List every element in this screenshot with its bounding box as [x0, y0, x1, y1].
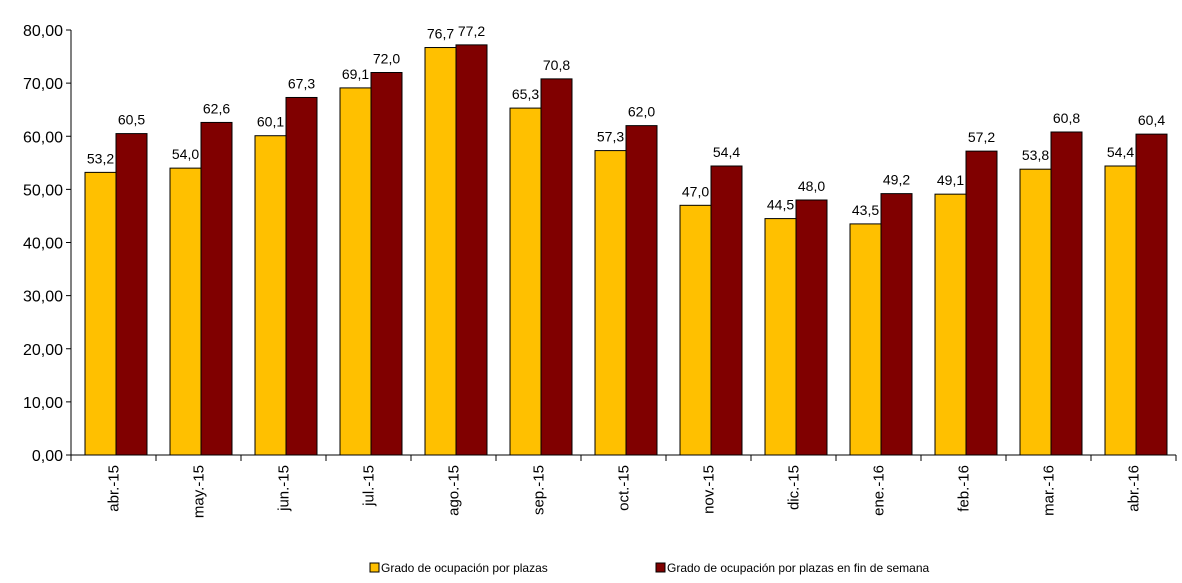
x-tick-label: feb.-16 [956, 465, 973, 512]
x-tick-label: jun.-15 [276, 465, 293, 512]
bar [169, 167, 202, 456]
x-tick-label: ene.-16 [871, 465, 888, 516]
x-axis: abr.-15 may.-15 jun.-15 jul.-15 ago.-15 sep.-… [70, 454, 1177, 518]
bar [934, 193, 967, 456]
bar [849, 223, 882, 456]
x-tick-label: dic.-15 [786, 465, 803, 510]
bar [84, 171, 117, 456]
bar-value-label: 60,1 [257, 114, 284, 130]
bar-value-label: 53,8 [1022, 147, 1049, 163]
x-tick-label: mar.-16 [1041, 465, 1058, 516]
bar [1050, 131, 1083, 456]
x-tick-label: abr.-15 [106, 465, 123, 512]
bar-value-label: 49,2 [883, 172, 910, 188]
bar-value-label: 53,2 [87, 150, 114, 166]
bar [254, 135, 287, 456]
bar-value-label: 60,5 [118, 112, 145, 128]
bar-value-label: 54,0 [172, 146, 199, 162]
bar-value-label: 67,3 [288, 75, 315, 91]
bar [795, 199, 828, 456]
bar [880, 193, 913, 456]
bar-value-label: 43,5 [852, 202, 879, 218]
bar [339, 87, 372, 456]
bar-value-label: 57,2 [968, 129, 995, 145]
bar [679, 204, 712, 456]
bar-value-label: 47,0 [682, 183, 709, 199]
bar [540, 78, 573, 456]
x-tick-label: jul.-15 [361, 465, 378, 507]
bar [424, 47, 457, 456]
bars-group [84, 44, 1168, 456]
bar-value-label: 70,8 [543, 57, 570, 73]
bar-value-label: 72,0 [373, 51, 400, 67]
bar [200, 121, 233, 456]
bar-value-label: 54,4 [713, 144, 740, 160]
bar [509, 107, 542, 456]
bar [764, 218, 797, 456]
y-tick-label: 50,00 [23, 182, 63, 199]
bar-value-label: 65,3 [512, 86, 539, 102]
bar-value-label: 57,3 [597, 129, 624, 145]
legend-swatch [655, 562, 666, 573]
y-tick-label: 60,00 [23, 129, 63, 146]
bar-value-label: 62,6 [203, 100, 230, 116]
bar-value-label: 62,0 [628, 104, 655, 120]
y-tick-label: 20,00 [23, 342, 63, 359]
y-tick-label: 10,00 [23, 395, 63, 412]
x-tick-label: may.-15 [191, 465, 208, 518]
bar [455, 44, 488, 456]
bar-value-label: 44,5 [767, 197, 794, 213]
x-tick-label: oct.-15 [616, 465, 633, 511]
y-tick-label: 70,00 [23, 76, 63, 93]
y-tick-label: 0,00 [32, 448, 63, 465]
bar-value-label: 49,1 [937, 172, 964, 188]
legend-swatch [369, 562, 380, 573]
bar [1104, 165, 1137, 456]
value-labels-group: 53,2 60,5 54,0 62,6 60,1 67,3 69,172,0 76,7 77,2… [87, 23, 1165, 218]
bar-value-label: 48,0 [798, 178, 825, 194]
bar [115, 133, 148, 456]
legend-label: Grado de ocupación por plazas [381, 561, 548, 575]
x-tick-label: ago.-15 [446, 465, 463, 516]
x-tick-label: sep.-15 [531, 465, 548, 515]
y-tick-label: 30,00 [23, 289, 63, 306]
legend: Grado de ocupación por plazas Grado de oc… [369, 561, 929, 575]
y-axis: 0,00 10,00 20,00 30,00 40,00 50,00 60,00 70,00 8… [23, 23, 72, 465]
y-tick-label: 80,00 [23, 23, 63, 40]
bar-value-label: 76,7 [427, 26, 454, 42]
bar-value-label: 60,4 [1138, 112, 1165, 128]
bar [285, 96, 318, 456]
legend-label: Grado de ocupación por plazas en fin de … [667, 561, 929, 575]
bar [594, 150, 627, 456]
bar [1135, 133, 1168, 456]
bar [965, 150, 998, 456]
bar [625, 125, 658, 456]
bar-value-label: 69,1 [342, 66, 369, 82]
y-tick-label: 40,00 [23, 236, 63, 253]
x-tick-label: abr.-16 [1126, 465, 1143, 512]
bar-value-label: 77,2 [458, 23, 485, 39]
bar [370, 72, 403, 456]
x-tick-label: nov.-15 [701, 465, 718, 514]
bar-value-label: 54,4 [1107, 144, 1134, 160]
bar [1019, 168, 1052, 456]
bar-value-label: 60,8 [1053, 110, 1080, 126]
bar [710, 165, 743, 456]
